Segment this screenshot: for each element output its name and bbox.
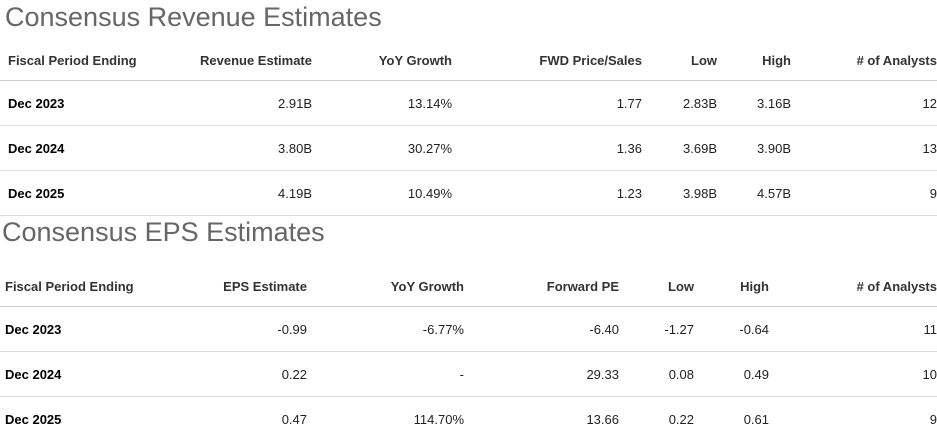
forward-pe-cell: 13.66 <box>464 397 619 441</box>
high-cell: 3.90B <box>717 126 791 171</box>
period-cell: Dec 2024 <box>0 126 150 171</box>
period-cell: Dec 2024 <box>0 352 145 397</box>
estimate-cell: 2.91B <box>150 81 312 126</box>
table-row: Dec 2025 4.19B 10.49% 1.23 3.98B 4.57B 9 <box>0 171 937 216</box>
estimate-cell: 0.22 <box>145 352 307 397</box>
estimate-cell: 0.47 <box>145 397 307 441</box>
yoy-growth-cell: - <box>307 352 464 397</box>
period-cell: Dec 2023 <box>0 307 145 352</box>
column-header[interactable]: Fiscal Period Ending <box>0 266 145 307</box>
table-row: Dec 2025 0.47 114.70% 13.66 0.22 0.61 9 <box>0 397 937 441</box>
period-cell: Dec 2025 <box>0 397 145 441</box>
table-row: Dec 2023 2.91B 13.14% 1.77 2.83B 3.16B 1… <box>0 81 937 126</box>
low-cell: 3.98B <box>642 171 717 216</box>
column-header[interactable]: YoY Growth <box>312 40 452 81</box>
column-header[interactable]: High <box>694 266 769 307</box>
table-row: Dec 2024 0.22 - 29.33 0.08 0.49 10 <box>0 352 937 397</box>
table-header-row: Fiscal Period Ending Revenue Estimate Yo… <box>0 40 937 81</box>
table-row: Dec 2024 3.80B 30.27% 1.36 3.69B 3.90B 1… <box>0 126 937 171</box>
low-cell: 0.08 <box>619 352 694 397</box>
column-header[interactable]: Low <box>642 40 717 81</box>
table-header-row: Fiscal Period Ending EPS Estimate YoY Gr… <box>0 266 937 307</box>
estimate-cell: 4.19B <box>150 171 312 216</box>
column-header[interactable]: # of Analysts <box>769 266 937 307</box>
yoy-growth-cell: 10.49% <box>312 171 452 216</box>
column-header[interactable]: YoY Growth <box>307 266 464 307</box>
analysts-cell: 9 <box>791 171 937 216</box>
low-cell: 2.83B <box>642 81 717 126</box>
price-sales-cell: 1.23 <box>452 171 642 216</box>
column-header[interactable]: Revenue Estimate <box>150 40 312 81</box>
estimate-cell: -0.99 <box>145 307 307 352</box>
analysts-cell: 12 <box>791 81 937 126</box>
estimate-cell: 3.80B <box>150 126 312 171</box>
analysts-cell: 13 <box>791 126 937 171</box>
high-cell: 0.49 <box>694 352 769 397</box>
analysts-cell: 11 <box>769 307 937 352</box>
period-cell: Dec 2023 <box>0 81 150 126</box>
high-cell: 3.16B <box>717 81 791 126</box>
low-cell: -1.27 <box>619 307 694 352</box>
column-header[interactable]: FWD Price/Sales <box>452 40 642 81</box>
column-header[interactable]: EPS Estimate <box>145 266 307 307</box>
column-header[interactable]: Fiscal Period Ending <box>0 40 150 81</box>
forward-pe-cell: -6.40 <box>464 307 619 352</box>
low-cell: 0.22 <box>619 397 694 441</box>
column-header[interactable]: Forward PE <box>464 266 619 307</box>
price-sales-cell: 1.77 <box>452 81 642 126</box>
high-cell: 0.61 <box>694 397 769 441</box>
period-cell: Dec 2025 <box>0 171 150 216</box>
high-cell: 4.57B <box>717 171 791 216</box>
column-header[interactable]: # of Analysts <box>791 40 937 81</box>
price-sales-cell: 1.36 <box>452 126 642 171</box>
yoy-growth-cell: 30.27% <box>312 126 452 171</box>
forward-pe-cell: 29.33 <box>464 352 619 397</box>
yoy-growth-cell: 13.14% <box>312 81 452 126</box>
revenue-estimates-table: Fiscal Period Ending Revenue Estimate Yo… <box>0 40 937 216</box>
table-row: Dec 2023 -0.99 -6.77% -6.40 -1.27 -0.64 … <box>0 307 937 352</box>
analysts-cell: 9 <box>769 397 937 441</box>
column-header[interactable]: Low <box>619 266 694 307</box>
low-cell: 3.69B <box>642 126 717 171</box>
analysts-cell: 10 <box>769 352 937 397</box>
eps-estimates-table: Fiscal Period Ending EPS Estimate YoY Gr… <box>0 266 937 441</box>
yoy-growth-cell: -6.77% <box>307 307 464 352</box>
eps-section-title: Consensus EPS Estimates <box>2 219 325 246</box>
column-header[interactable]: High <box>717 40 791 81</box>
revenue-section-title: Consensus Revenue Estimates <box>5 4 382 31</box>
high-cell: -0.64 <box>694 307 769 352</box>
yoy-growth-cell: 114.70% <box>307 397 464 441</box>
